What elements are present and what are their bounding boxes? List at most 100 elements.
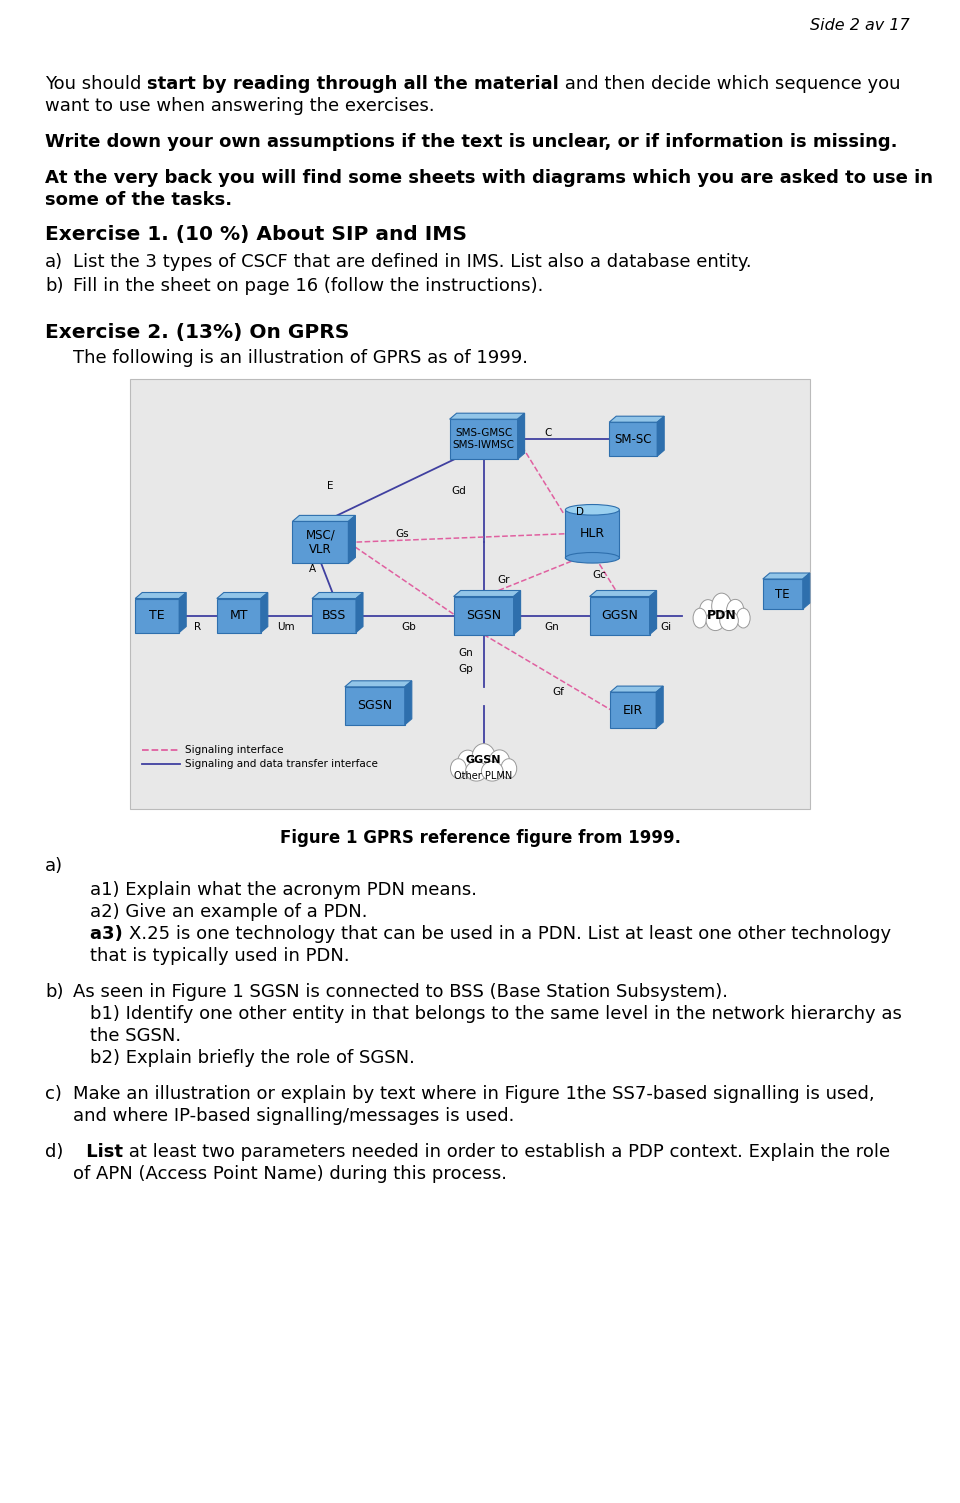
Polygon shape	[135, 592, 186, 598]
Polygon shape	[610, 416, 664, 422]
FancyBboxPatch shape	[611, 691, 657, 727]
Text: d): d)	[45, 1142, 63, 1160]
Text: PDN: PDN	[707, 609, 736, 622]
Ellipse shape	[711, 594, 732, 619]
Text: Write down your own assumptions if the text is unclear, or if information is mis: Write down your own assumptions if the t…	[45, 132, 898, 150]
Text: Um: Um	[277, 622, 296, 633]
Polygon shape	[611, 685, 663, 691]
Text: Gp: Gp	[458, 664, 473, 673]
Text: Fill in the sheet on page 16 (follow the instructions).: Fill in the sheet on page 16 (follow the…	[73, 277, 543, 295]
Text: Gc: Gc	[592, 570, 607, 580]
Text: Gn: Gn	[544, 622, 559, 633]
Text: a3): a3)	[90, 924, 129, 942]
Text: List the 3 types of CSCF that are defined in IMS. List also a database entity.: List the 3 types of CSCF that are define…	[73, 253, 752, 271]
Polygon shape	[293, 516, 355, 522]
Polygon shape	[657, 685, 663, 727]
Text: Gd: Gd	[451, 485, 466, 496]
Text: the SGSN.: the SGSN.	[90, 1027, 181, 1045]
Text: of APN (Access Point Name) during this process.: of APN (Access Point Name) during this p…	[73, 1165, 507, 1183]
Text: Signaling and data transfer interface: Signaling and data transfer interface	[185, 759, 378, 770]
Text: b): b)	[45, 983, 63, 1001]
Text: SM-SC: SM-SC	[614, 433, 652, 446]
Text: and then decide which sequence you: and then decide which sequence you	[559, 75, 900, 93]
Ellipse shape	[720, 610, 738, 631]
Text: E: E	[327, 481, 334, 491]
FancyBboxPatch shape	[565, 510, 619, 558]
Text: a): a)	[45, 253, 63, 271]
Text: X.25 is one technology that can be used in a PDN. List at least one other techno: X.25 is one technology that can be used …	[129, 924, 891, 942]
Text: SGSN: SGSN	[466, 609, 501, 622]
Text: Gf: Gf	[552, 687, 564, 697]
Polygon shape	[454, 591, 520, 597]
Polygon shape	[803, 573, 810, 609]
Ellipse shape	[565, 553, 619, 564]
Text: at least two parameters needed in order to establish a PDP context. Explain the : at least two parameters needed in order …	[123, 1142, 890, 1160]
Text: Make an illustration or explain by text where in Figure 1the SS7-based signallin: Make an illustration or explain by text …	[73, 1085, 875, 1103]
Text: and where IP-based signalling/messages is used.: and where IP-based signalling/messages i…	[73, 1108, 515, 1126]
Polygon shape	[348, 516, 355, 564]
Ellipse shape	[699, 600, 716, 624]
FancyBboxPatch shape	[454, 597, 514, 634]
Polygon shape	[345, 681, 412, 687]
Ellipse shape	[693, 609, 707, 628]
FancyBboxPatch shape	[610, 422, 658, 457]
Text: c): c)	[45, 1085, 61, 1103]
Text: b): b)	[45, 277, 63, 295]
Text: Gi: Gi	[660, 622, 671, 633]
Ellipse shape	[501, 759, 516, 779]
Ellipse shape	[490, 750, 510, 771]
Ellipse shape	[466, 762, 488, 782]
Text: some of the tasks.: some of the tasks.	[45, 191, 232, 209]
Ellipse shape	[472, 744, 495, 770]
Text: EIR: EIR	[623, 703, 643, 717]
Text: Side 2 av 17: Side 2 av 17	[810, 18, 910, 33]
FancyBboxPatch shape	[763, 579, 803, 609]
Text: Exercise 1. (10 %) About SIP and IMS: Exercise 1. (10 %) About SIP and IMS	[45, 225, 467, 243]
Text: Gn: Gn	[458, 648, 473, 658]
FancyBboxPatch shape	[345, 687, 405, 724]
Text: List: List	[80, 1142, 123, 1160]
Polygon shape	[517, 413, 524, 460]
Text: TE: TE	[150, 609, 165, 622]
FancyBboxPatch shape	[449, 419, 517, 460]
Polygon shape	[356, 592, 363, 633]
Text: MSC/
VLR: MSC/ VLR	[305, 529, 335, 556]
Text: HLR: HLR	[580, 528, 605, 540]
Text: a1) Explain what the acronym PDN means.: a1) Explain what the acronym PDN means.	[90, 881, 477, 899]
Text: Gr: Gr	[497, 574, 510, 585]
Text: Gb: Gb	[401, 622, 417, 633]
Text: GGSN: GGSN	[601, 609, 638, 622]
Polygon shape	[449, 413, 524, 419]
Text: BSS: BSS	[322, 609, 347, 622]
Text: Signaling interface: Signaling interface	[185, 745, 283, 755]
FancyBboxPatch shape	[589, 597, 650, 634]
Ellipse shape	[736, 609, 750, 628]
FancyBboxPatch shape	[130, 379, 810, 809]
Polygon shape	[261, 592, 268, 633]
Polygon shape	[763, 573, 810, 579]
Polygon shape	[650, 591, 657, 634]
FancyBboxPatch shape	[293, 522, 348, 564]
Text: R: R	[195, 622, 202, 633]
Polygon shape	[405, 681, 412, 724]
Text: SMS-GMSC
SMS-IWMSC: SMS-GMSC SMS-IWMSC	[452, 428, 515, 449]
Polygon shape	[514, 591, 520, 634]
Polygon shape	[180, 592, 186, 633]
Polygon shape	[217, 592, 268, 598]
Text: The following is an illustration of GPRS as of 1999.: The following is an illustration of GPRS…	[73, 349, 528, 367]
Polygon shape	[658, 416, 664, 457]
Text: C: C	[544, 428, 552, 439]
Text: A: A	[308, 564, 316, 574]
Ellipse shape	[727, 600, 744, 621]
Text: a2) Give an example of a PDN.: a2) Give an example of a PDN.	[90, 903, 368, 921]
FancyBboxPatch shape	[217, 598, 261, 633]
Ellipse shape	[450, 759, 467, 779]
Text: D: D	[576, 507, 585, 517]
Text: that is typically used in PDN.: that is typically used in PDN.	[90, 947, 349, 965]
Text: b1) Identify one other entity in that belongs to the same level in the network h: b1) Identify one other entity in that be…	[90, 1006, 901, 1024]
Text: b2) Explain briefly the role of SGSN.: b2) Explain briefly the role of SGSN.	[90, 1049, 415, 1067]
Text: Gs: Gs	[396, 529, 409, 540]
FancyBboxPatch shape	[135, 598, 180, 633]
Ellipse shape	[481, 762, 503, 782]
Text: Figure 1 GPRS reference figure from 1999.: Figure 1 GPRS reference figure from 1999…	[279, 830, 681, 848]
